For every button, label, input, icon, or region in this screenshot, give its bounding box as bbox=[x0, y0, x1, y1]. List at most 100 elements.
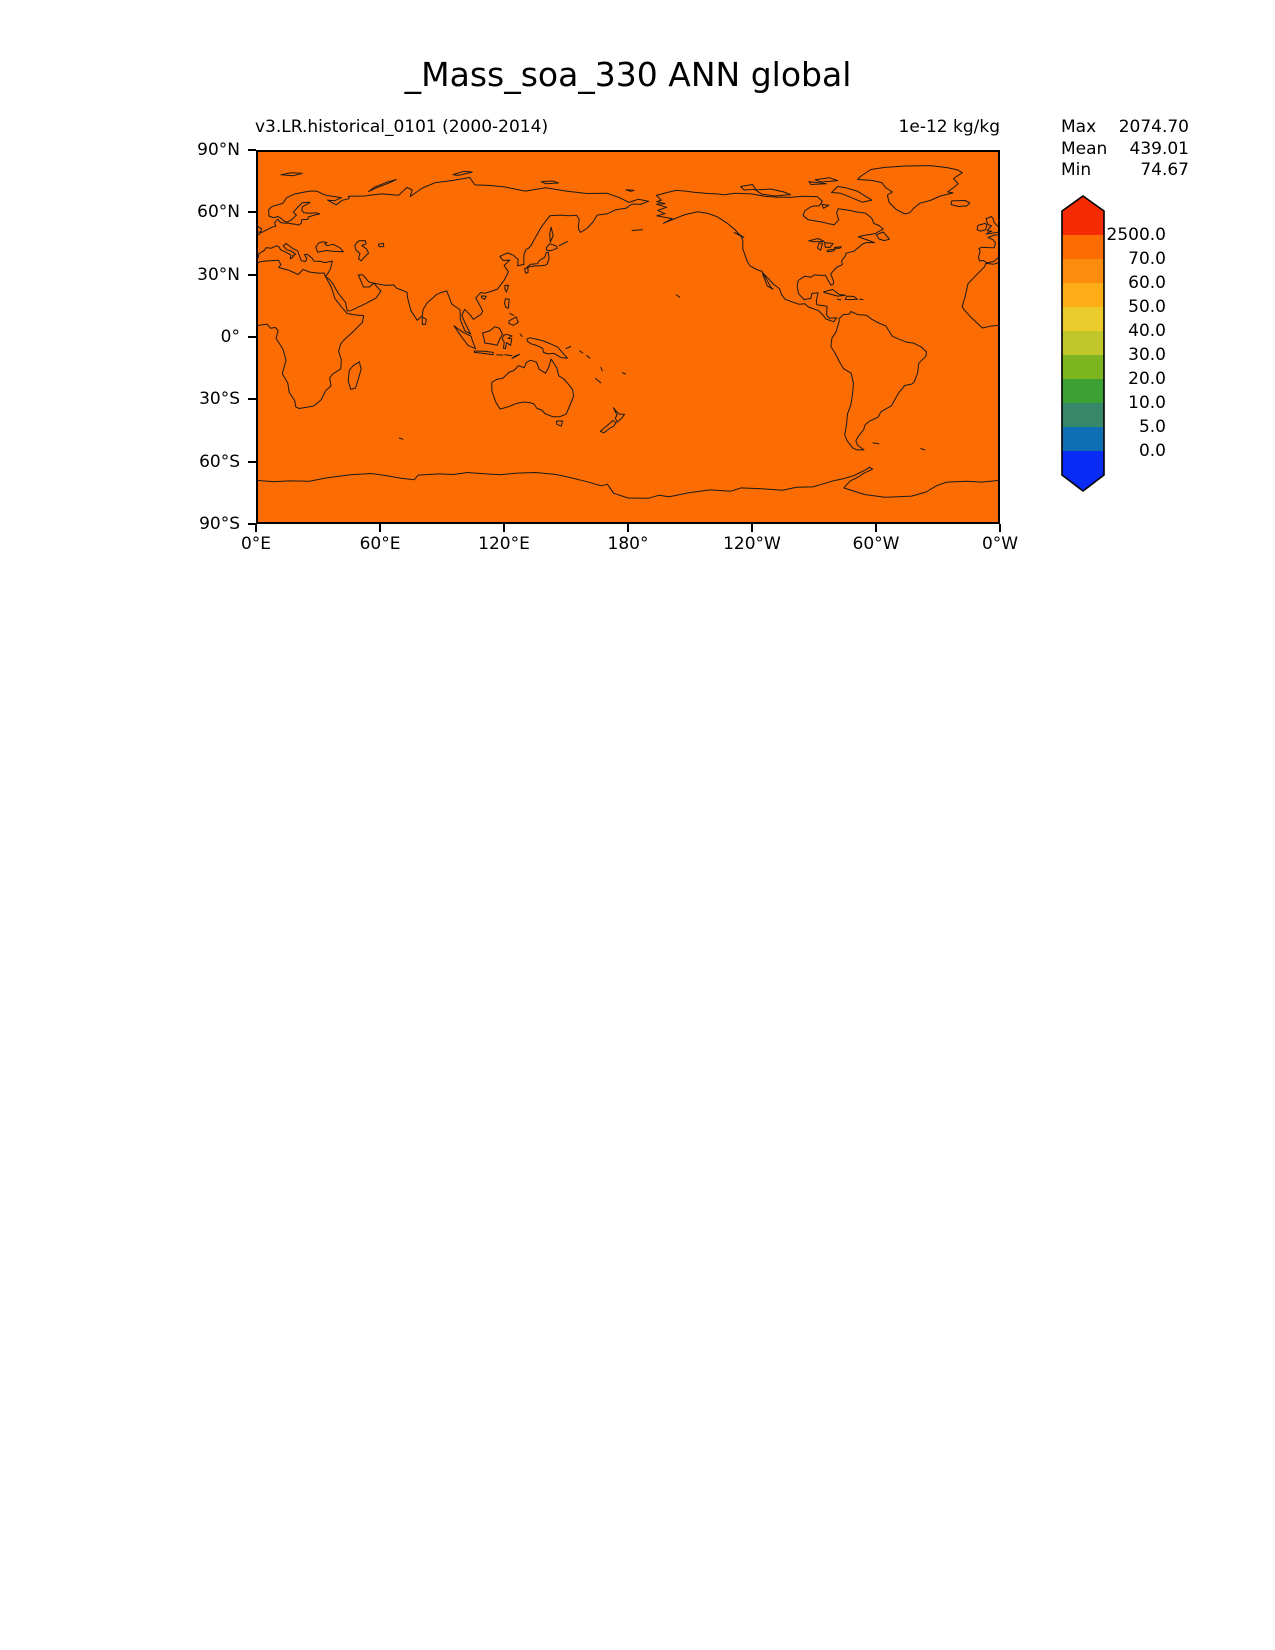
y-tick-label: 60°S bbox=[199, 451, 240, 472]
x-tick-mark bbox=[503, 524, 505, 532]
colorbar-tick-label: 20.0 bbox=[1128, 369, 1166, 389]
colorbar-tick-label: 2500.0 bbox=[1106, 225, 1166, 245]
colorbar-outline bbox=[1061, 195, 1105, 493]
coastline-path bbox=[258, 177, 650, 335]
coastline-path bbox=[600, 366, 603, 372]
y-tick-mark bbox=[248, 211, 256, 214]
coastline-path bbox=[540, 180, 559, 185]
x-tick-label: 180° bbox=[607, 534, 649, 554]
coastline-path bbox=[504, 354, 513, 357]
coastline-path bbox=[473, 350, 494, 356]
coastline-path bbox=[824, 242, 834, 248]
coastline-path bbox=[830, 311, 927, 451]
colorbar-segment bbox=[1062, 427, 1104, 451]
coastline-path bbox=[808, 181, 827, 185]
coastline-path bbox=[599, 420, 617, 434]
y-tick-mark bbox=[248, 273, 256, 276]
coastline-path bbox=[675, 294, 681, 298]
stat-min-value: 74.67 bbox=[1140, 160, 1189, 180]
coastline-path bbox=[817, 242, 823, 251]
coastline-path bbox=[950, 200, 971, 207]
x-tick-label: 0°E bbox=[240, 534, 272, 554]
coastline-path bbox=[834, 246, 842, 249]
colorbar-segment bbox=[1062, 355, 1104, 379]
coastline-path bbox=[857, 165, 963, 215]
x-tick-label: 120°W bbox=[723, 534, 781, 554]
y-tick-mark bbox=[248, 460, 256, 463]
coastline-path bbox=[526, 251, 550, 268]
coastline-path bbox=[823, 289, 846, 297]
coastline-path bbox=[556, 420, 564, 427]
colorbar-tick-label: 5.0 bbox=[1138, 417, 1166, 437]
coastline-path bbox=[625, 189, 635, 192]
coastline-path bbox=[595, 378, 602, 384]
coastline-path bbox=[501, 333, 513, 349]
colorbar-tick-label: 0.0 bbox=[1138, 441, 1166, 461]
x-tick-mark bbox=[875, 524, 877, 532]
coastline-path bbox=[258, 259, 365, 409]
coastline-path bbox=[631, 229, 643, 231]
coastline-path bbox=[978, 234, 998, 264]
x-tick-mark bbox=[751, 524, 753, 532]
x-tick-mark bbox=[255, 524, 257, 532]
colorbar-segment bbox=[1062, 379, 1104, 403]
chart-title: _Mass_soa_330 ANN global bbox=[404, 55, 852, 94]
coastline-path bbox=[976, 222, 988, 232]
stat-mean-value: 439.01 bbox=[1129, 138, 1189, 159]
dataset-subtitle: v3.LR.historical_0101 (2000-2014) bbox=[255, 117, 549, 137]
coastline-path bbox=[831, 186, 873, 203]
colorbar-segment bbox=[1062, 451, 1104, 491]
coastline-path bbox=[504, 298, 510, 309]
coastline-path bbox=[558, 240, 568, 247]
coastline-path bbox=[545, 243, 558, 252]
x-tick-label: 60°W bbox=[852, 534, 900, 554]
colorbar-segment bbox=[1062, 196, 1104, 235]
coastline-path bbox=[754, 188, 791, 197]
coastline-path bbox=[480, 295, 487, 300]
colorbar-tick-label: 50.0 bbox=[1128, 297, 1166, 317]
coastlines-svg bbox=[258, 165, 998, 499]
coastline-path bbox=[875, 231, 890, 242]
coastline-path bbox=[398, 437, 404, 440]
colorbar-segment bbox=[1062, 283, 1104, 307]
coastline-path bbox=[509, 312, 515, 316]
y-tick-mark bbox=[248, 398, 256, 401]
coastline-path bbox=[482, 326, 503, 346]
x-tick-label: 120°E bbox=[478, 534, 530, 554]
colorbar-tick-label: 10.0 bbox=[1128, 393, 1166, 413]
coastline-path bbox=[808, 238, 825, 243]
stat-max-label: Max bbox=[1061, 117, 1097, 137]
coastline-path bbox=[258, 225, 262, 233]
coastline-path bbox=[347, 361, 362, 390]
stat-row-max: Max 2074.70 bbox=[1061, 117, 1189, 139]
map-plot-area bbox=[256, 150, 1000, 524]
coastline-path bbox=[258, 466, 998, 499]
coastline-path bbox=[549, 226, 554, 243]
colorbar-tick-label: 70.0 bbox=[1128, 249, 1166, 269]
y-tick-label: 30°S bbox=[199, 389, 240, 410]
coastline-path bbox=[961, 262, 998, 329]
coastline-path bbox=[844, 295, 858, 301]
coastline-path bbox=[622, 372, 626, 375]
coastline-path bbox=[985, 216, 998, 235]
stats-block: Max 2074.70 Mean 439.01 Min 74.67 bbox=[1061, 117, 1189, 182]
coastline-path bbox=[872, 442, 880, 445]
coastline-path bbox=[453, 325, 476, 350]
coastline-path bbox=[920, 448, 926, 451]
x-tick-label: 0°W bbox=[981, 534, 1019, 554]
stat-mean-label: Mean bbox=[1061, 138, 1108, 159]
coastline-path bbox=[524, 267, 529, 274]
coastline-path bbox=[519, 333, 523, 337]
coastline-path bbox=[378, 242, 385, 248]
units-label: 1e-12 kg/kg bbox=[898, 117, 1000, 137]
colorbar-segment bbox=[1062, 259, 1104, 283]
stat-min-label: Min bbox=[1061, 160, 1092, 180]
x-tick-mark bbox=[627, 524, 629, 532]
colorbar-tick-label: 40.0 bbox=[1128, 321, 1166, 341]
x-tick-label: 60°E bbox=[359, 534, 401, 554]
coastline-path bbox=[504, 284, 510, 293]
colorbar-segment bbox=[1062, 331, 1104, 355]
y-tick-mark bbox=[248, 336, 256, 338]
coastline-path bbox=[565, 346, 572, 349]
